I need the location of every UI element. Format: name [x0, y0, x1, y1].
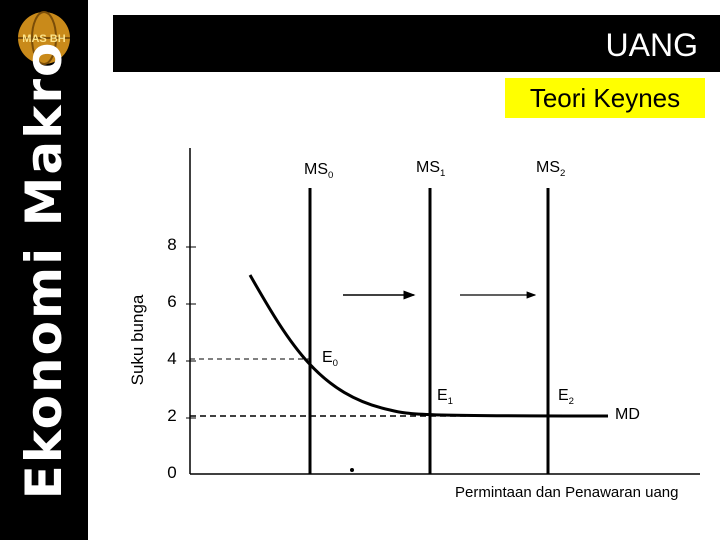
supply-label: MS2 — [536, 159, 565, 179]
y-axis-label: Suku bunga — [128, 294, 147, 385]
equilibrium-label-subscript: 1 — [448, 396, 453, 407]
supply-label-subscript: 0 — [328, 170, 333, 181]
equilibrium-label-subscript: 0 — [333, 358, 338, 369]
slide-title: UANG — [605, 27, 698, 63]
supply-label: MS1 — [416, 159, 445, 179]
equilibrium-label: E2 — [558, 387, 574, 407]
equilibrium-label-text: E — [322, 349, 333, 366]
dot — [350, 468, 354, 472]
y-tick-label: 0 — [167, 463, 176, 482]
demand-label: MD — [615, 406, 640, 423]
sidebar: MAS BH Ekonomi Makro — [0, 0, 88, 540]
x-axis-label: Permintaan dan Penawaran uang — [455, 484, 679, 501]
equilibrium-label-text: E — [437, 387, 448, 404]
logo: MAS BH — [18, 11, 70, 65]
demand-curve — [248, 274, 609, 418]
equilibrium-label: E0 — [322, 349, 338, 369]
supply-label-subscript: 2 — [560, 168, 565, 179]
supply-label-text: MS — [416, 159, 440, 176]
header-bar: UANG — [113, 15, 720, 72]
equilibrium-label: E1 — [437, 387, 453, 407]
supply-label: MS0 — [304, 161, 333, 181]
equilibrium-label-subscript: 2 — [569, 396, 574, 407]
supply-label-text: MS — [304, 161, 328, 178]
y-tick-label: 6 — [167, 292, 176, 311]
y-tick-label: 4 — [167, 349, 176, 368]
equilibrium-label-text: E — [558, 387, 569, 404]
supply-label-text: MS — [536, 159, 560, 176]
supply-label-subscript: 1 — [440, 168, 445, 179]
y-tick-label: 2 — [167, 406, 176, 425]
logo-text: MAS BH — [22, 33, 65, 45]
slide-subtitle: Teori Keynes — [505, 78, 705, 118]
y-tick-label: 8 — [167, 235, 176, 254]
